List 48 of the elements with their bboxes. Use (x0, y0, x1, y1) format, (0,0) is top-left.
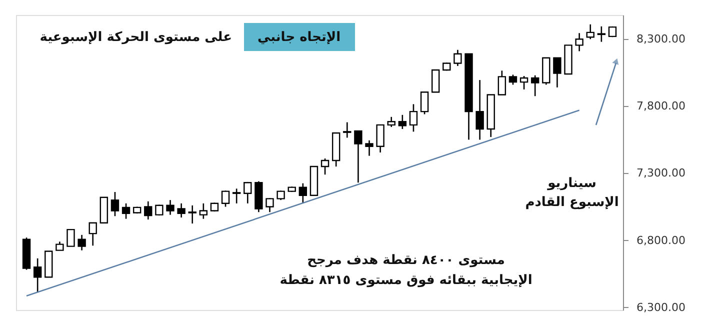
candlestick (553, 57, 562, 88)
annotation: سيناريو الإسبوع القادم (525, 176, 619, 210)
candlestick (122, 202, 130, 220)
candlestick (365, 140, 374, 156)
candlestick (320, 158, 330, 176)
candlestick (155, 204, 164, 216)
candlestick (343, 122, 352, 138)
candlestick (498, 70, 506, 96)
candlestick (520, 75, 528, 90)
y-tick-label: 8,300.00 (636, 32, 686, 46)
y-tick-label: 6,300.00 (636, 300, 686, 314)
y-tick-label: 7,300.00 (636, 166, 686, 180)
candlestick (431, 69, 440, 93)
candlestick (144, 200, 152, 220)
candlestick (597, 26, 606, 42)
annotation: الإيجابية ببقائه فوق مستوى ٨٣١٥ نقطة (280, 273, 532, 288)
candlestick (420, 91, 429, 115)
candlestick (177, 202, 186, 218)
candlestick (298, 182, 308, 204)
candlestick (409, 104, 418, 132)
text: على مستوى الحركة الإسبوعية (40, 30, 232, 45)
candlestick (387, 116, 396, 128)
candlestick (199, 202, 208, 220)
candlestick (276, 190, 285, 201)
candlestick (188, 204, 196, 224)
candlestick (476, 79, 484, 140)
candlestick (244, 181, 252, 204)
candlestick (508, 74, 518, 86)
candlestick (530, 74, 540, 97)
candlestick (110, 191, 120, 217)
candlestick (575, 32, 584, 52)
candlestick (33, 258, 42, 294)
candlestick (266, 197, 274, 213)
y-tick-label: 7,800.00 (636, 100, 686, 113)
candlestick (78, 234, 86, 251)
candlestick (166, 199, 174, 216)
candlestick (232, 188, 241, 204)
candlestick (66, 228, 75, 247)
annotation: مستوى ٨٤٠٠ نقطة هدف مرجح (307, 253, 505, 268)
y-tick-label: 6,800.00 (636, 234, 686, 247)
candlestick (454, 49, 462, 67)
candlestick (376, 124, 384, 154)
candlestick (586, 24, 594, 40)
candlestick (354, 130, 362, 184)
candlestick (221, 190, 230, 208)
text: الإتجاه جانبي (257, 30, 341, 45)
candlestick (398, 114, 407, 130)
candlestick (88, 222, 97, 246)
